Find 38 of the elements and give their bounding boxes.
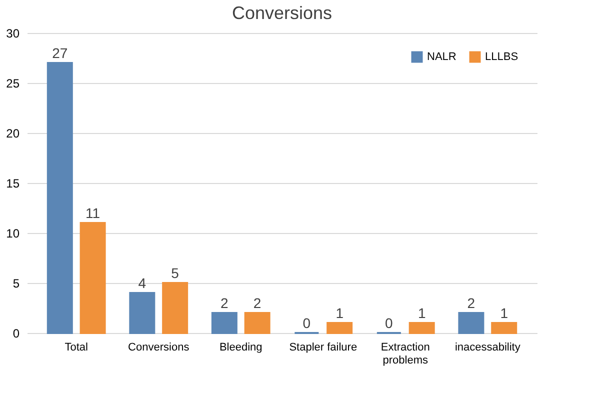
bar	[80, 222, 106, 334]
data-label: 27	[52, 45, 68, 61]
y-tick-label: 15	[6, 176, 20, 190]
data-label: 5	[171, 265, 180, 281]
x-tick-label: Total	[64, 342, 88, 354]
data-label: 2	[253, 295, 262, 311]
data-label: 1	[336, 305, 344, 321]
x-tick-label: Bleeding	[219, 342, 262, 354]
bar	[491, 322, 518, 334]
bar	[408, 322, 435, 334]
bar	[211, 312, 238, 334]
y-tick-label: 0	[12, 326, 20, 340]
data-label: 4	[138, 275, 146, 291]
legend-label: LLLBS	[485, 51, 518, 63]
y-tick-label: 5	[12, 276, 20, 290]
data-label: 1	[418, 305, 426, 321]
y-tick-label: 20	[6, 126, 20, 140]
data-label: 0	[302, 315, 311, 331]
bar	[244, 312, 270, 334]
x-tick-label: Extraction problems	[380, 342, 430, 366]
bar	[326, 322, 353, 334]
y-tick-label: 25	[6, 76, 20, 90]
data-label: 2	[220, 295, 229, 311]
legend-label: NALR	[427, 51, 456, 63]
x-tick-label: Conversions	[128, 342, 190, 354]
bar	[46, 62, 73, 334]
bar	[458, 312, 484, 334]
data-label: 1	[500, 305, 508, 321]
x-tick-label: Stapler failure	[289, 342, 358, 354]
y-tick-label: 30	[6, 26, 20, 40]
chart-title: Conversions	[232, 3, 332, 23]
bar	[162, 282, 188, 334]
data-label: 11	[86, 205, 100, 221]
data-label: 0	[385, 315, 394, 331]
bar	[129, 292, 156, 334]
data-label: 2	[467, 295, 476, 311]
x-tick-label: inacessability	[454, 342, 521, 354]
y-tick-label: 10	[6, 226, 20, 240]
